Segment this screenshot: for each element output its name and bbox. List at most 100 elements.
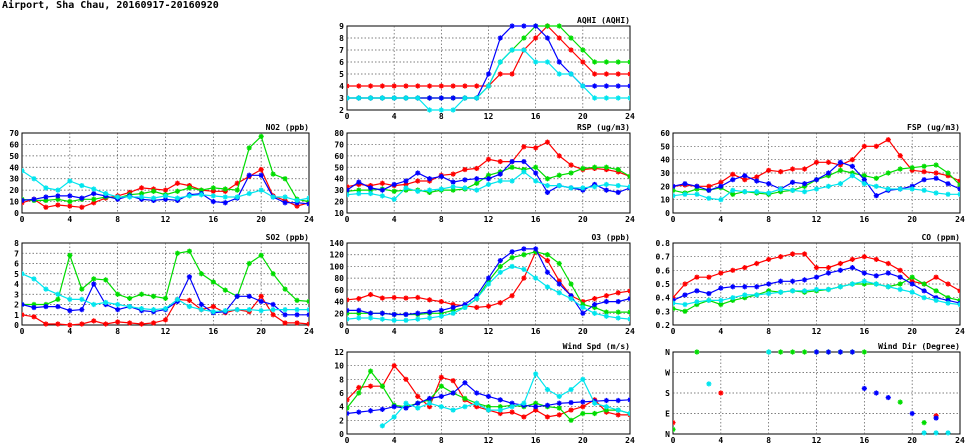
data-point-marker	[706, 183, 712, 189]
chart-panel: 0 10 20 30 40 50 60 0 4 8 12 16 20 24 FSP (ug/m3)	[660, 123, 965, 224]
data-point-marker	[356, 390, 362, 396]
data-point-marker	[742, 177, 748, 183]
data-point-marker	[415, 188, 421, 194]
data-point-marker	[885, 137, 891, 143]
data-point-marker	[91, 196, 97, 202]
data-point-marker	[367, 310, 374, 316]
data-point-marker	[544, 23, 551, 29]
data-point-marker	[186, 193, 193, 199]
data-point-marker	[474, 400, 480, 406]
y-tick-label: 4	[14, 280, 19, 289]
data-series	[706, 349, 951, 436]
data-point-marker	[162, 306, 169, 312]
data-point-marker	[766, 288, 772, 294]
data-point-marker	[162, 187, 169, 193]
data-point-marker	[497, 35, 503, 41]
data-point-marker	[210, 198, 216, 205]
data-point-marker	[789, 349, 796, 355]
data-point-marker	[592, 304, 598, 311]
data-point-marker	[403, 178, 409, 184]
data-point-marker	[497, 263, 503, 270]
data-point-marker	[873, 273, 879, 279]
y-tick-label: 70	[334, 140, 344, 149]
y-tick-label: 2	[14, 301, 19, 310]
data-point-marker	[258, 187, 264, 193]
data-point-marker	[742, 295, 748, 301]
data-point-marker	[521, 400, 527, 406]
data-point-marker	[67, 193, 73, 199]
data-point-marker	[282, 286, 288, 292]
data-point-marker	[742, 265, 748, 271]
y-tick-label: 1	[14, 311, 19, 320]
data-point-marker	[730, 297, 736, 303]
data-point-marker	[615, 290, 621, 296]
data-point-marker	[673, 183, 676, 189]
x-tick-label: 20	[578, 215, 588, 224]
data-point-marker	[115, 291, 121, 297]
data-point-marker	[415, 178, 421, 184]
data-point-marker	[933, 295, 939, 301]
data-point-marker	[306, 201, 309, 207]
data-point-marker	[79, 195, 85, 201]
data-point-marker	[198, 307, 204, 313]
data-point-marker	[837, 267, 844, 273]
data-point-marker	[825, 183, 832, 189]
data-point-marker	[897, 267, 903, 273]
data-point-marker	[921, 281, 927, 287]
data-point-marker	[426, 395, 433, 402]
data-point-marker	[603, 313, 610, 319]
data-point-marker	[403, 181, 409, 188]
data-point-marker	[450, 187, 456, 193]
data-point-marker	[509, 400, 515, 406]
y-tick-label: 8	[339, 375, 344, 384]
data-point-marker	[533, 178, 539, 184]
data-point-marker	[957, 191, 960, 197]
x-tick-label: 8	[766, 327, 771, 336]
data-point-marker	[403, 405, 409, 411]
chart-panel: 10 20 30 40 50 60 70 80 0 4 8 12 16 20 24 RSP (ug/m3)	[334, 123, 635, 224]
data-point-marker	[825, 286, 832, 293]
x-tick-label: 0	[671, 327, 676, 336]
data-point-marker	[415, 83, 421, 89]
data-point-marker	[533, 400, 539, 406]
y-tick-label: 30	[9, 175, 19, 184]
data-point-marker	[521, 144, 527, 150]
x-tick-label: 12	[161, 327, 171, 336]
data-point-marker	[813, 186, 820, 192]
data-point-marker	[450, 184, 456, 190]
data-point-marker	[127, 303, 133, 310]
data-point-marker	[603, 397, 610, 404]
data-series	[673, 251, 960, 301]
data-point-marker	[861, 177, 867, 183]
y-tick-label: 9	[339, 22, 344, 31]
data-point-marker	[580, 185, 586, 191]
data-point-marker	[162, 196, 169, 202]
x-tick-label: 12	[812, 327, 822, 336]
data-point-marker	[379, 83, 385, 89]
chart-title: SO2 (ppb)	[266, 233, 309, 242]
data-point-marker	[497, 404, 503, 410]
x-tick-label: 20	[907, 327, 917, 336]
y-tick-label: 0	[339, 430, 344, 439]
x-tick-label: 12	[161, 215, 171, 224]
data-point-marker	[627, 184, 630, 190]
data-point-marker	[754, 292, 760, 298]
data-point-marker	[438, 298, 444, 305]
data-point-marker	[347, 397, 350, 403]
data-point-marker	[450, 95, 456, 101]
data-series	[379, 371, 630, 429]
data-point-marker	[921, 169, 927, 175]
data-point-marker	[485, 172, 492, 178]
x-tick-label: 12	[484, 327, 494, 336]
data-point-marker	[957, 288, 960, 294]
data-point-marker	[438, 374, 444, 380]
data-point-marker	[234, 293, 240, 299]
data-point-marker	[174, 250, 181, 256]
data-point-marker	[544, 386, 551, 393]
data-point-marker	[103, 299, 109, 306]
data-point-marker	[391, 317, 397, 323]
data-point-marker	[682, 191, 688, 197]
data-point-marker	[450, 107, 456, 113]
data-point-marker	[347, 316, 350, 322]
y-tick-label: 0.5	[656, 280, 671, 289]
